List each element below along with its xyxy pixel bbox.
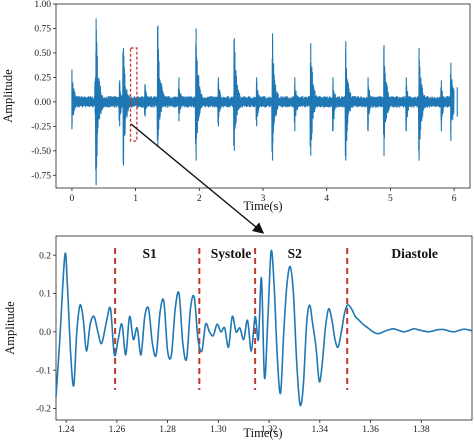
top-y-tick-label: 0.50 xyxy=(34,49,51,59)
bottom-axis-ticks: 1.24 1.26 1.28 1.30 1.32 1.34 1.36 1.38 0.2 0.1 0.… xyxy=(36,251,430,435)
bottom-x-tick-label: 1.30 xyxy=(210,425,227,435)
top-x-tick-label: 4 xyxy=(324,194,329,204)
top-x-axis-label: Time(s) xyxy=(243,199,282,213)
top-y-tick-label: -0.25 xyxy=(31,123,51,133)
top-signal-series xyxy=(71,18,458,186)
top-y-tick-label: 0.25 xyxy=(34,74,51,84)
bottom-plot-frame xyxy=(55,235,473,421)
bottom-x-tick-label: 1.34 xyxy=(311,425,328,435)
bottom-x-axis-label: Time(s) xyxy=(243,426,282,440)
top-y-tick-label: 0.00 xyxy=(34,98,51,108)
zoomed-cycle-chart: 1.24 1.26 1.28 1.30 1.32 1.34 1.36 1.38 0.2 0.1 0.… xyxy=(3,235,473,440)
bottom-signal-line xyxy=(55,249,473,407)
top-x-tick-label: 2 xyxy=(197,194,202,204)
phase-label-diastole: Diastole xyxy=(391,246,438,261)
bottom-signal-series xyxy=(55,249,473,407)
phase-label-systole: Systole xyxy=(211,246,252,261)
top-x-tick-label: 5 xyxy=(388,194,393,204)
bottom-y-tick-label: -0.2 xyxy=(36,405,51,415)
top-axis-ticks: 0 1 2 3 4 5 6 1.00 0.75 0.50 0.25 0.00 -0.25 -0.50 -0.… xyxy=(31,0,456,204)
top-y-tick-label: -0.75 xyxy=(31,171,51,181)
bottom-x-tick-label: 1.32 xyxy=(261,425,278,435)
bottom-x-tick-label: 1.28 xyxy=(159,425,176,435)
top-y-tick-label: 1.00 xyxy=(34,0,51,10)
bottom-x-tick-label: 1.38 xyxy=(413,425,430,435)
top-x-tick-label: 3 xyxy=(261,194,266,204)
top-x-tick-label: 0 xyxy=(70,194,75,204)
top-x-tick-label: 1 xyxy=(133,194,138,204)
top-y-tick-label: -0.50 xyxy=(31,147,51,157)
top-x-tick-label: 6 xyxy=(452,194,457,204)
bottom-x-tick-label: 1.36 xyxy=(362,425,379,435)
phase-label-s2: S2 xyxy=(288,246,303,261)
zoom-window-box xyxy=(129,47,138,142)
bottom-x-tick-label: 1.24 xyxy=(58,425,75,435)
zoom-connector-arrow xyxy=(130,123,265,234)
bottom-y-tick-label: -0.1 xyxy=(36,366,51,376)
phase-label-s1: S1 xyxy=(142,246,157,261)
bottom-y-tick-label: 0.0 xyxy=(39,328,51,338)
full-recording-chart: 0 1 2 3 4 5 6 1.00 0.75 0.50 0.25 0.00 -0.25 -0.50 -0.… xyxy=(1,0,471,213)
bottom-x-tick-label: 1.26 xyxy=(109,425,126,435)
bottom-y-axis-label: Amplitude xyxy=(3,301,17,355)
top-signal-line xyxy=(71,27,455,183)
bottom-y-tick-label: 0.2 xyxy=(39,251,51,261)
top-y-tick-label: 0.75 xyxy=(34,25,51,35)
bottom-y-tick-label: 0.1 xyxy=(39,290,51,300)
top-y-axis-label: Amplitude xyxy=(1,69,15,123)
